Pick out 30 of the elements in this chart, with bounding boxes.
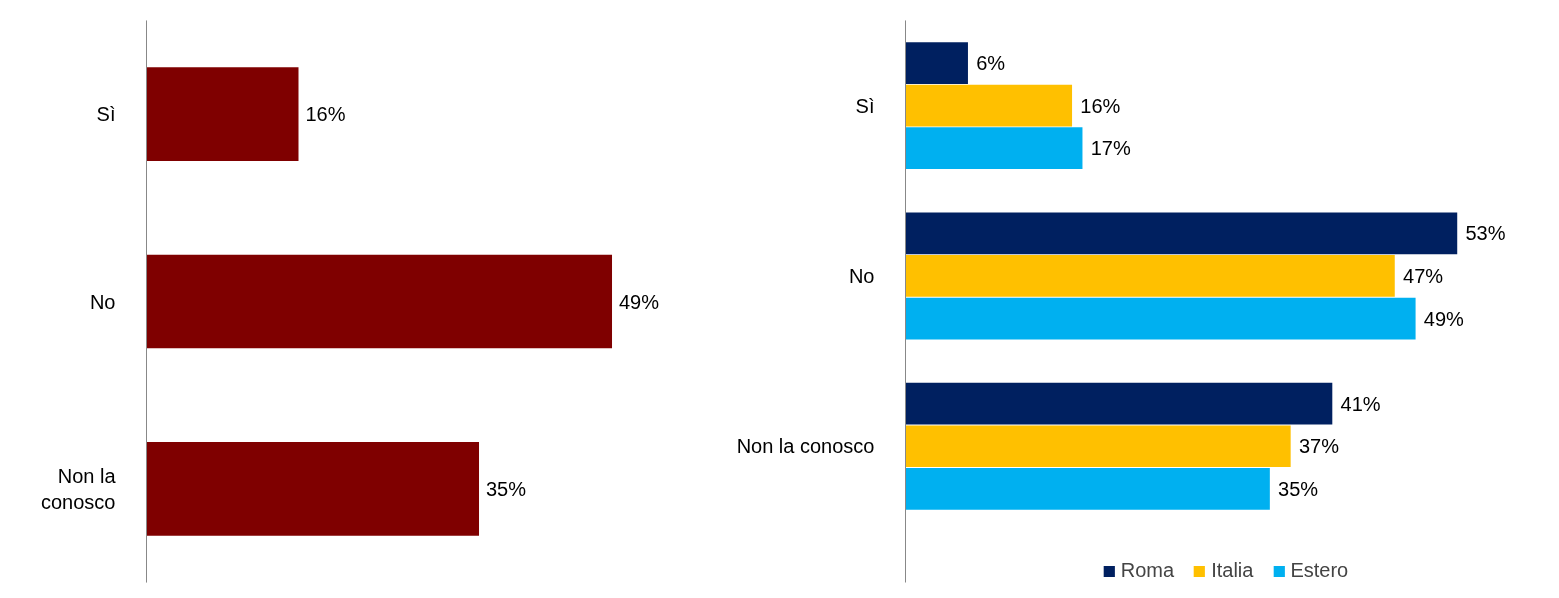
bar bbox=[905, 84, 1073, 127]
y-tick-label: Non la conosco bbox=[41, 464, 117, 514]
data-label: 16% bbox=[1080, 94, 1121, 117]
y-tick-label: No bbox=[848, 264, 875, 287]
bar bbox=[905, 212, 1458, 255]
y-tick-label: Non la conosco bbox=[736, 435, 875, 458]
y-tick-label: No bbox=[89, 290, 116, 313]
data-label: 35% bbox=[1278, 477, 1319, 500]
bar bbox=[905, 42, 968, 84]
legend-label: Italia bbox=[1211, 559, 1254, 582]
bar bbox=[905, 425, 1291, 468]
legend-label: Estero bbox=[1290, 559, 1349, 582]
bar bbox=[905, 382, 1333, 425]
data-label: 35% bbox=[486, 477, 527, 500]
data-label: 49% bbox=[619, 290, 660, 313]
data-label: 41% bbox=[1340, 392, 1381, 415]
bar bbox=[905, 127, 1083, 170]
legend-label: Roma bbox=[1120, 559, 1175, 582]
bar bbox=[905, 467, 1270, 510]
bar bbox=[905, 255, 1395, 297]
data-label: 37% bbox=[1298, 435, 1340, 458]
bar bbox=[905, 297, 1416, 340]
data-label: 47% bbox=[1403, 264, 1444, 287]
data-label: 49% bbox=[1423, 307, 1465, 330]
data-label: 53% bbox=[1465, 222, 1506, 245]
y-tick-label: Sì bbox=[855, 94, 875, 117]
data-label: 17% bbox=[1090, 137, 1131, 160]
data-label: 6% bbox=[976, 52, 1006, 75]
y-tick-label: Sì bbox=[96, 103, 116, 126]
data-label: 16% bbox=[305, 103, 346, 126]
